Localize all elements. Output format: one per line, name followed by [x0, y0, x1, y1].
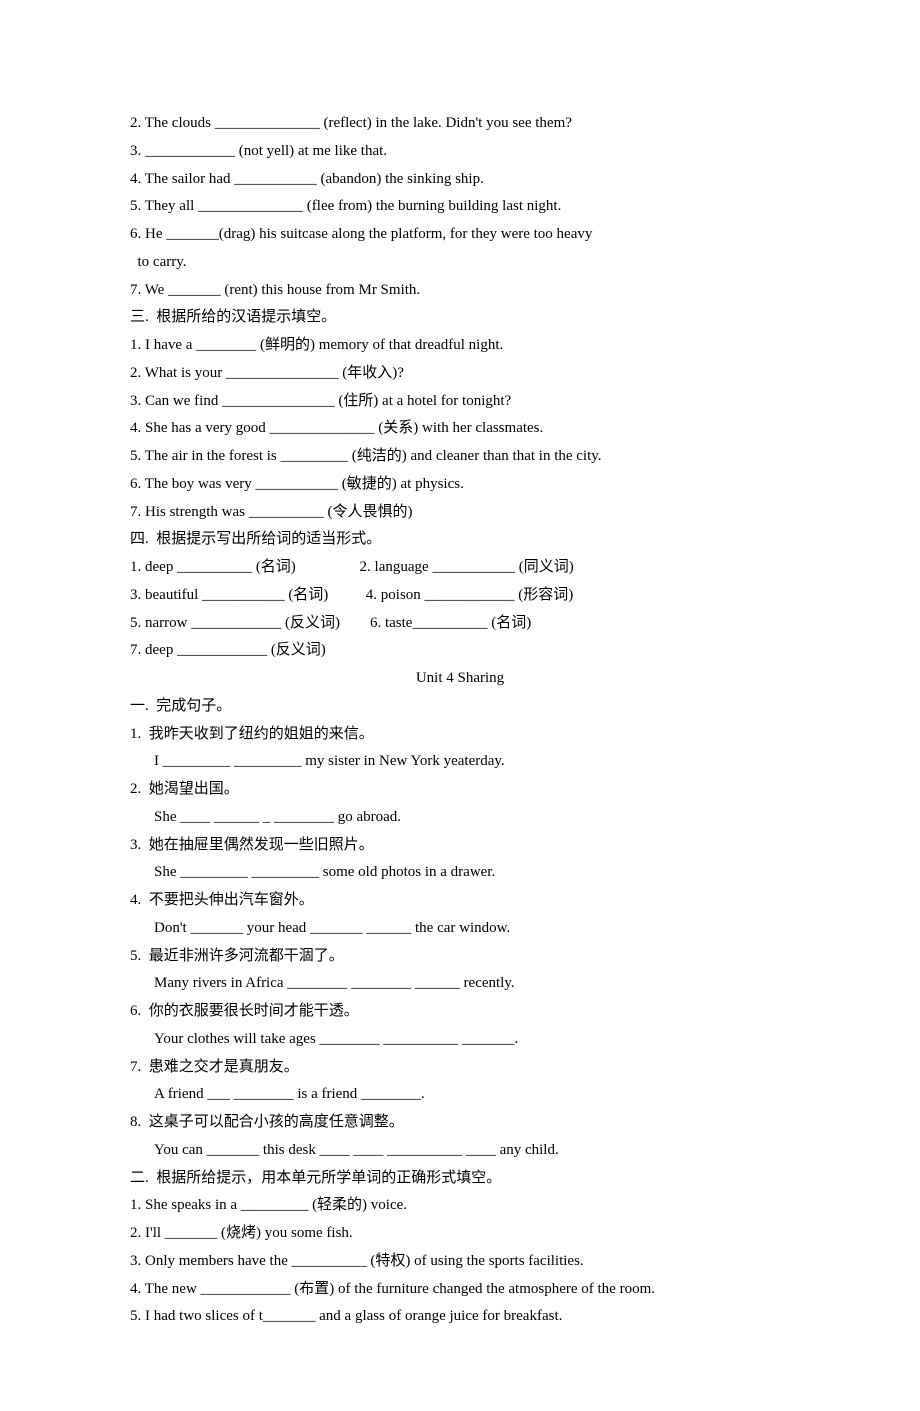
exercise-line: 7. deep ____________ (反义词) [130, 637, 790, 665]
exercise-line: 6. The boy was very ___________ (敏捷的) at… [130, 471, 790, 499]
exercise-line: 2. The clouds ______________ (reflect) i… [130, 110, 790, 138]
section-header: 四. 根据提示写出所给词的适当形式。 [130, 526, 790, 554]
section-header: 二. 根据所给提示，用本单元所学单词的正确形式填空。 [130, 1165, 790, 1193]
exercise-zh: 6. 你的衣服要很长时间才能干透。 [130, 998, 790, 1026]
section-header: 一. 完成句子。 [130, 693, 790, 721]
exercise-line: 7. We _______ (rent) this house from Mr … [130, 277, 790, 305]
exercise-line: 2. I'll _______ (烧烤) you some fish. [130, 1220, 790, 1248]
exercise-en: A friend ___ ________ is a friend ______… [130, 1081, 790, 1109]
exercise-en: You can _______ this desk ____ ____ ____… [130, 1137, 790, 1165]
exercise-en: Don't _______ your head _______ ______ t… [130, 915, 790, 943]
exercise-line: 5. The air in the forest is _________ (纯… [130, 443, 790, 471]
exercise-line: 3. beautiful ___________ (名词) 4. poison … [130, 582, 790, 610]
exercise-en: She ____ ______ _ ________ go abroad. [130, 804, 790, 832]
exercise-line: 4. The new ____________ (布置) of the furn… [130, 1276, 790, 1304]
exercise-zh: 1. 我昨天收到了纽约的姐姐的来信。 [130, 721, 790, 749]
exercise-zh: 5. 最近非洲许多河流都干涸了。 [130, 943, 790, 971]
exercise-line: 3. Can we find _______________ (住所) at a… [130, 388, 790, 416]
exercise-line: 1. deep __________ (名词) 2. language ____… [130, 554, 790, 582]
exercise-line: 5. They all ______________ (flee from) t… [130, 193, 790, 221]
exercise-line: 5. narrow ____________ (反义词) 6. taste___… [130, 610, 790, 638]
exercise-zh: 8. 这桌子可以配合小孩的高度任意调整。 [130, 1109, 790, 1137]
exercise-en: Your clothes will take ages ________ ___… [130, 1026, 790, 1054]
exercise-line: 1. She speaks in a _________ (轻柔的) voice… [130, 1192, 790, 1220]
section-header: 三. 根据所给的汉语提示填空。 [130, 304, 790, 332]
exercise-line: 1. I have a ________ (鲜明的) memory of tha… [130, 332, 790, 360]
exercise-zh: 7. 患难之交才是真朋友。 [130, 1054, 790, 1082]
exercise-line: to carry. [130, 249, 790, 277]
worksheet-page: 2. The clouds ______________ (reflect) i… [0, 0, 920, 1411]
unit-title: Unit 4 Sharing [130, 665, 790, 693]
exercise-zh: 2. 她渴望出国。 [130, 776, 790, 804]
exercise-line: 2. What is your _______________ (年收入)? [130, 360, 790, 388]
exercise-line: 3. ____________ (not yell) at me like th… [130, 138, 790, 166]
exercise-en: I _________ _________ my sister in New Y… [130, 748, 790, 776]
exercise-en: Many rivers in Africa ________ ________ … [130, 970, 790, 998]
exercise-line: 5. I had two slices of t_______ and a gl… [130, 1303, 790, 1331]
exercise-line: 4. She has a very good ______________ (关… [130, 415, 790, 443]
exercise-line: 6. He _______(drag) his suitcase along t… [130, 221, 790, 249]
exercise-line: 3. Only members have the __________ (特权)… [130, 1248, 790, 1276]
exercise-line: 7. His strength was __________ (令人畏惧的) [130, 499, 790, 527]
exercise-zh: 4. 不要把头伸出汽车窗外。 [130, 887, 790, 915]
exercise-line: 4. The sailor had ___________ (abandon) … [130, 166, 790, 194]
exercise-zh: 3. 她在抽屉里偶然发现一些旧照片。 [130, 832, 790, 860]
exercise-en: She _________ _________ some old photos … [130, 859, 790, 887]
